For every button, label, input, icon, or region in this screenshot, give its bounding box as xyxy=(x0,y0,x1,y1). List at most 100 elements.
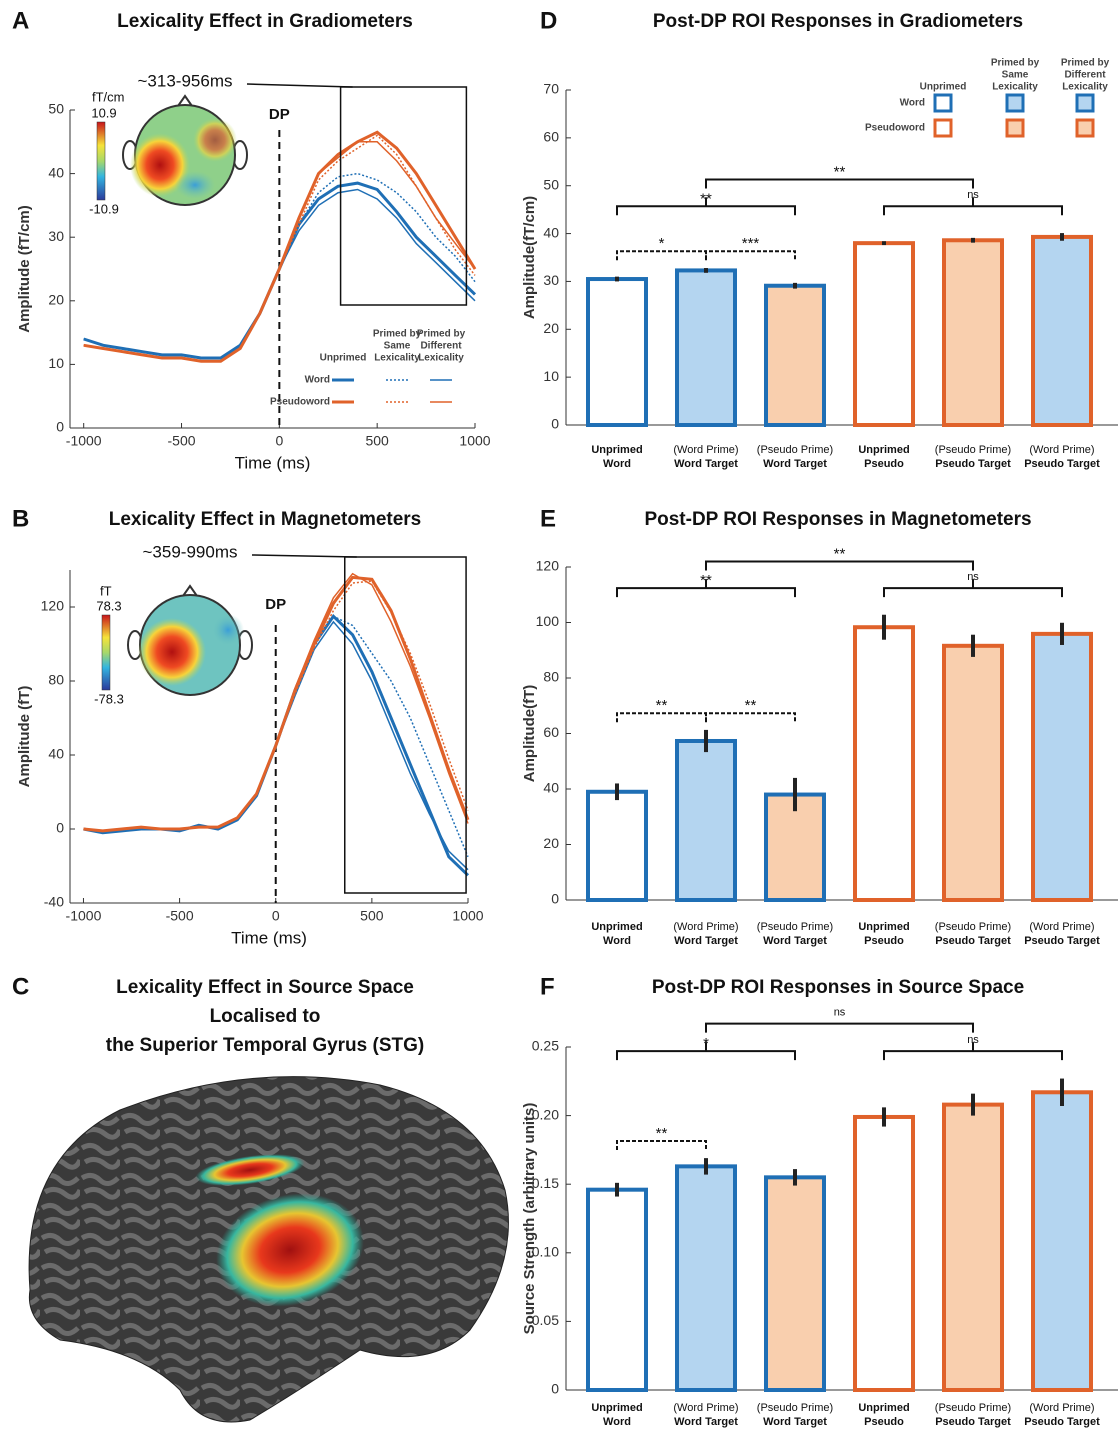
x-tick-label: 500 xyxy=(360,908,384,924)
x-tick-label: Pseudo Target xyxy=(935,935,1011,947)
significance-bracket xyxy=(616,712,707,723)
y-tick-label: 20 xyxy=(48,292,64,308)
legend-header: Different xyxy=(420,341,462,352)
x-tick-label: Unprimed xyxy=(591,444,642,456)
x-tick-label: 1000 xyxy=(459,433,490,449)
y-tick-label: 40 xyxy=(48,746,64,762)
legend-label: Word xyxy=(305,375,330,386)
x-tick-label: (Word Prime) xyxy=(673,444,738,456)
legend-header: Unprimed xyxy=(320,353,367,364)
bar xyxy=(942,1102,1004,1393)
x-tick-label: 0 xyxy=(275,433,283,449)
bar xyxy=(942,643,1004,902)
bar xyxy=(764,283,826,427)
colorbar-max: 10.9 xyxy=(91,105,116,120)
x-tick-label: (Word Prime) xyxy=(1029,921,1094,933)
highlight-label: ~313-956ms xyxy=(138,71,233,90)
colorbar-unit: fT xyxy=(100,583,112,598)
legend-swatch xyxy=(1075,93,1095,113)
x-tick-label: 1000 xyxy=(452,908,483,924)
bar xyxy=(764,792,826,902)
panel-letter: C xyxy=(12,973,29,1000)
colorbar-min: -78.3 xyxy=(94,691,124,706)
topomap-a xyxy=(122,94,248,206)
bar xyxy=(675,738,737,902)
significance-label: ** xyxy=(834,545,846,562)
bar xyxy=(853,625,915,903)
legend-swatch xyxy=(933,93,953,113)
legend-header: Primed by xyxy=(417,329,466,340)
x-tick-label: 500 xyxy=(365,433,389,449)
bar xyxy=(1031,1090,1093,1392)
panel-title: Post-DP ROI Responses in Source Space xyxy=(652,977,1024,998)
y-tick-label: 0.10 xyxy=(532,1244,559,1260)
panel-title: the Superior Temporal Gyrus (STG) xyxy=(106,1035,424,1056)
bar xyxy=(586,1187,648,1392)
legend-header: Lexicality xyxy=(992,82,1038,93)
significance-bracket xyxy=(883,587,1063,598)
y-tick-label: 10 xyxy=(48,355,64,371)
x-tick-label: Word Target xyxy=(763,935,827,947)
legend-header: Different xyxy=(1064,70,1106,81)
legend-label: Pseudoword xyxy=(270,397,330,408)
significance-bracket xyxy=(616,1050,796,1061)
bar xyxy=(586,789,648,903)
x-tick-label: Word xyxy=(603,935,631,947)
series-line xyxy=(83,575,470,833)
x-tick-label: Pseudo xyxy=(864,935,904,947)
legend-header: Same xyxy=(384,341,411,352)
y-tick-label: 80 xyxy=(48,672,64,688)
x-tick-label: -500 xyxy=(168,433,196,449)
x-tick-label: -1000 xyxy=(66,908,102,924)
x-axis-label: Time (ms) xyxy=(235,453,311,472)
x-tick-label: (Pseudo Prime) xyxy=(935,444,1011,456)
brain-image xyxy=(28,1076,509,1423)
y-tick-label: 0 xyxy=(551,416,559,432)
y-tick-label: 10 xyxy=(543,368,559,384)
y-tick-label: 40 xyxy=(543,780,559,796)
x-tick-label: Word xyxy=(603,1416,631,1428)
legend-header: Lexicality xyxy=(374,353,420,364)
significance-label: * xyxy=(703,1035,709,1052)
x-tick-label: (Word Prime) xyxy=(673,921,738,933)
legend-header: Lexicality xyxy=(418,353,464,364)
significance-bracket xyxy=(705,250,796,261)
series-line xyxy=(83,572,469,832)
y-tick-label: 100 xyxy=(536,613,560,629)
panel-letter: F xyxy=(540,973,555,1000)
bar xyxy=(764,1175,826,1392)
significance-label: ** xyxy=(656,697,668,714)
significance-bracket xyxy=(616,1139,707,1150)
x-tick-label: Word xyxy=(603,458,631,470)
y-tick-label: 60 xyxy=(543,129,559,145)
significance-bracket xyxy=(705,560,974,571)
y-tick-label: 60 xyxy=(543,724,559,740)
highlight-box xyxy=(344,556,467,894)
bar xyxy=(675,1164,737,1393)
y-tick-label: 50 xyxy=(543,176,559,192)
legend-swatch xyxy=(1075,118,1095,138)
x-tick-label: Pseudo Target xyxy=(1024,1416,1100,1428)
significance-bracket xyxy=(616,587,796,598)
legend-header: Unprimed xyxy=(920,82,967,93)
significance-bracket xyxy=(705,712,796,723)
y-axis-label: Amplitude (fT) xyxy=(16,686,33,788)
x-tick-label: (Word Prime) xyxy=(1029,444,1094,456)
x-tick-label: -500 xyxy=(166,908,194,924)
y-tick-label: 20 xyxy=(543,320,559,336)
x-tick-label: Unprimed xyxy=(858,1402,909,1414)
y-tick-label: 40 xyxy=(543,224,559,240)
x-tick-label: (Pseudo Prime) xyxy=(757,921,833,933)
bar xyxy=(1031,234,1093,427)
y-tick-label: 80 xyxy=(543,669,559,685)
significance-label: ns xyxy=(967,1034,979,1046)
x-tick-label: (Pseudo Prime) xyxy=(757,1402,833,1414)
dp-label: DP xyxy=(265,596,286,613)
panel-letter: E xyxy=(540,505,556,532)
colorbar-min: -10.9 xyxy=(89,201,119,216)
significance-label: ** xyxy=(700,572,712,589)
x-tick-label: Word Target xyxy=(674,935,738,947)
panel-letter: A xyxy=(12,7,29,34)
significance-bracket xyxy=(616,205,796,216)
